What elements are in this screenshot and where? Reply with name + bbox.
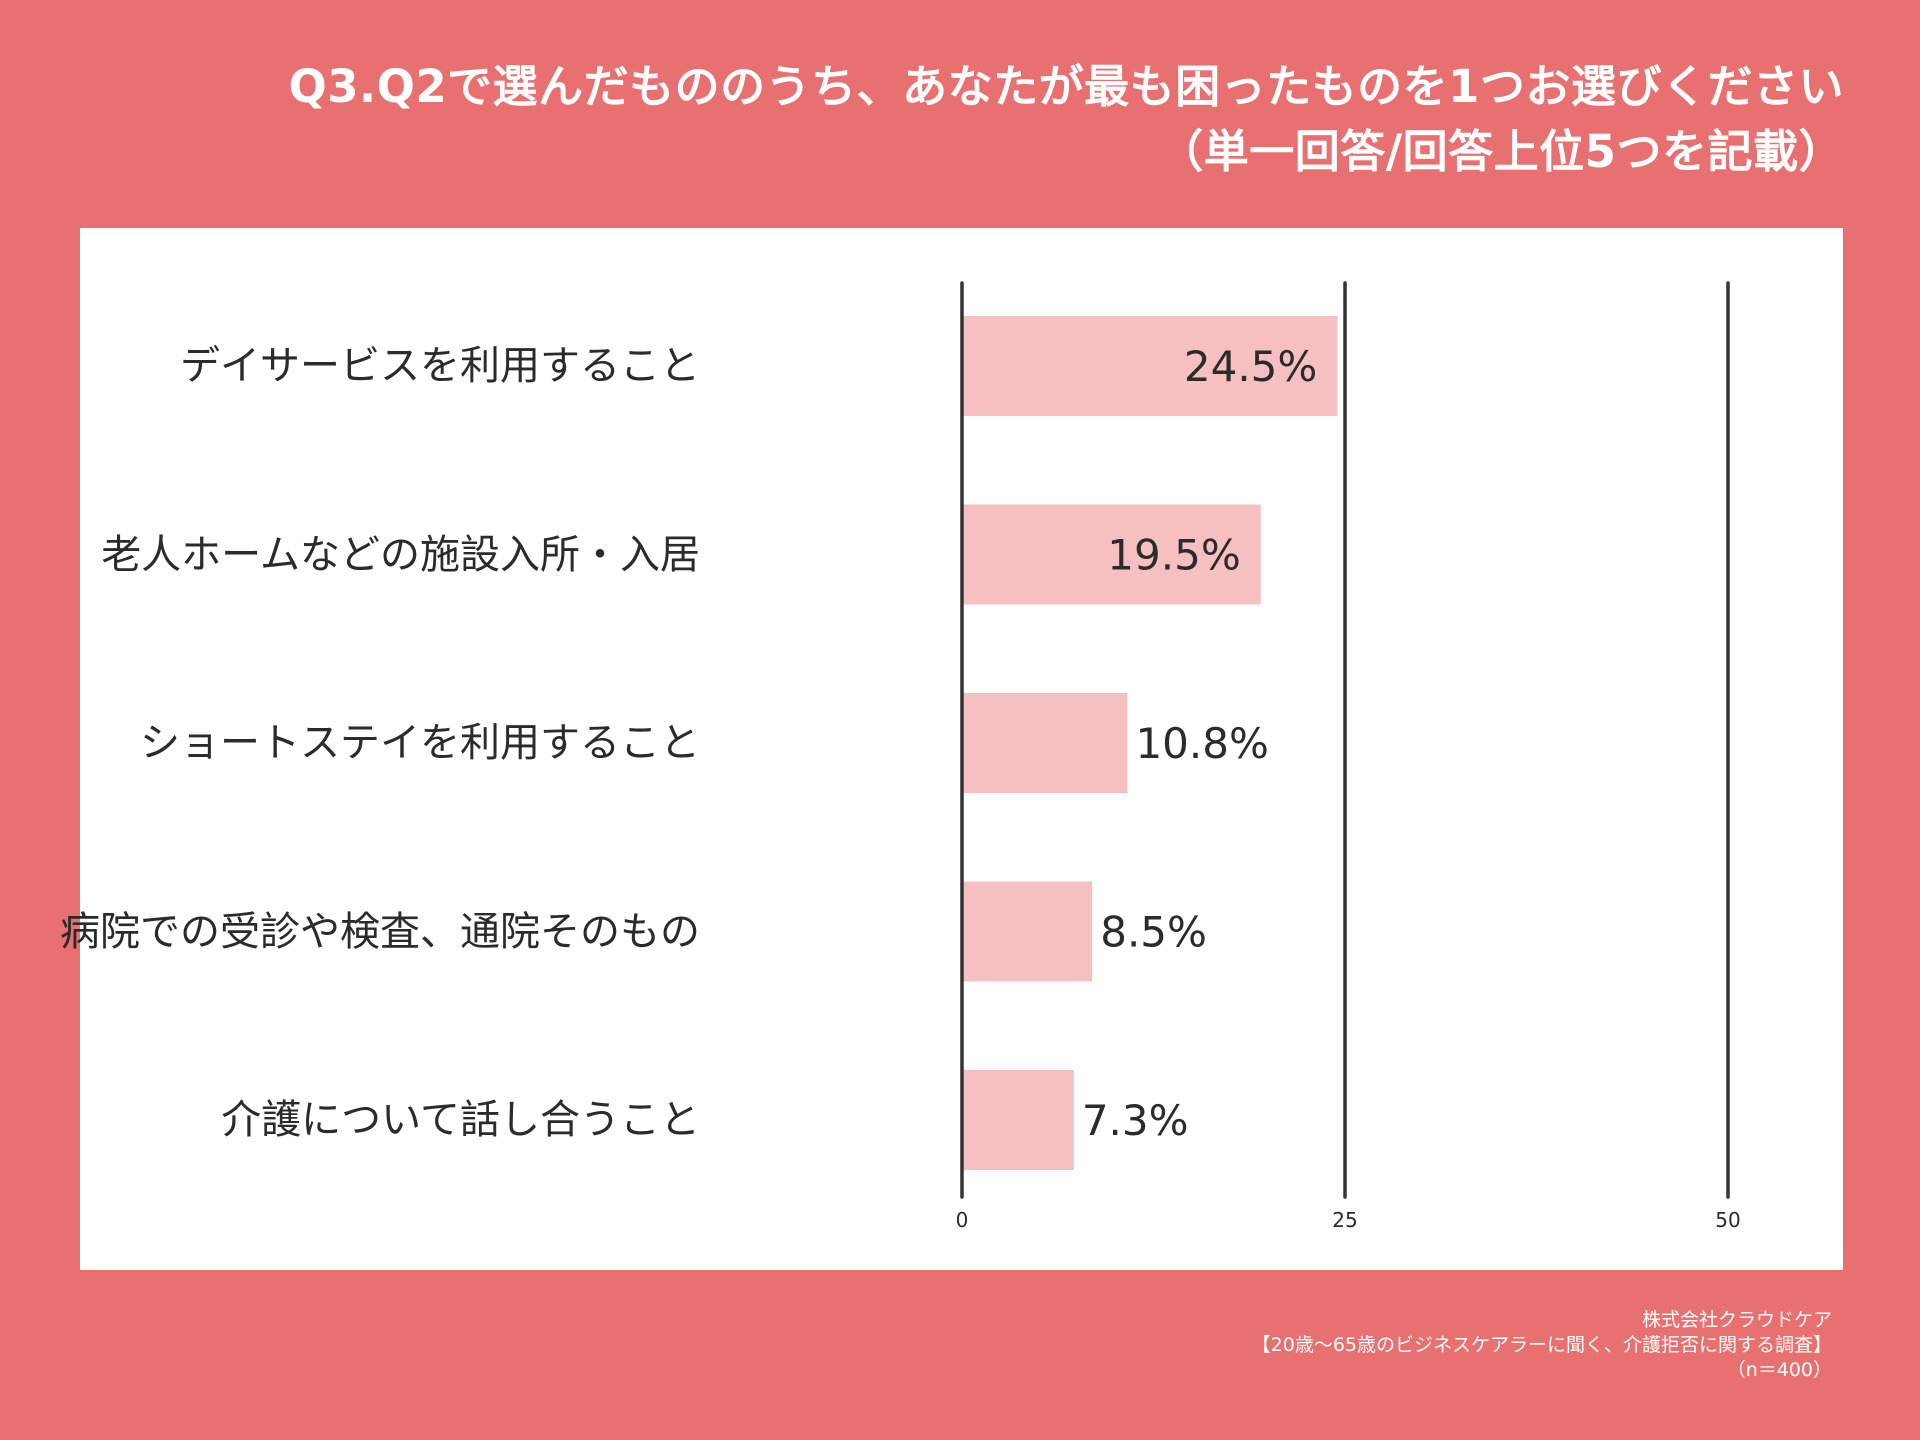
- data-label-4: 7.3%: [1082, 1096, 1189, 1145]
- category-label-2: ショートステイを利用すること: [140, 720, 700, 766]
- data-label-3: 8.5%: [1100, 908, 1207, 957]
- category-label-3: 病院での受診や検査、通院そのもの: [60, 908, 700, 955]
- title-line-1: Q3.Q2で選んだもののうち、あなたが最も困ったものを1つお選びください: [288, 60, 1844, 113]
- x-tick-label-0: 0: [956, 1208, 969, 1232]
- category-label-0: デイサービスを利用すること: [180, 343, 700, 389]
- bar-4: [962, 1070, 1074, 1170]
- bar-2: [962, 693, 1128, 793]
- title-line-2: （単一回答/回答上位5つを記載）: [1158, 125, 1844, 178]
- category-label-1: 老人ホームなどの施設入所・入居: [101, 531, 700, 578]
- data-label-1: 19.5%: [1107, 531, 1240, 580]
- footer-company: 株式会社クラウドケア: [1641, 1309, 1832, 1331]
- source-footer: 株式会社クラウドケア 【20歳～65歳のビジネスケアラーに聞く、介護拒否に関する…: [1252, 1308, 1832, 1383]
- footer-survey: 【20歳～65歳のビジネスケアラーに聞く、介護拒否に関する調査】: [1251, 1334, 1832, 1356]
- data-label-2: 10.8%: [1135, 719, 1268, 768]
- data-label-0: 24.5%: [1184, 342, 1317, 391]
- x-tick-label-25: 25: [1332, 1208, 1357, 1232]
- bar-0: [962, 316, 1338, 416]
- category-label-4: 介護について話し合うこと: [221, 1097, 700, 1143]
- x-tick-label-50: 50: [1715, 1208, 1740, 1232]
- bar-3: [962, 881, 1093, 982]
- chart-title: Q3.Q2で選んだもののうち、あなたが最も困ったものを1つお選びください （単一…: [288, 54, 1844, 184]
- bar-1: [962, 504, 1261, 605]
- footer-sample: （n＝400）: [1726, 1359, 1832, 1381]
